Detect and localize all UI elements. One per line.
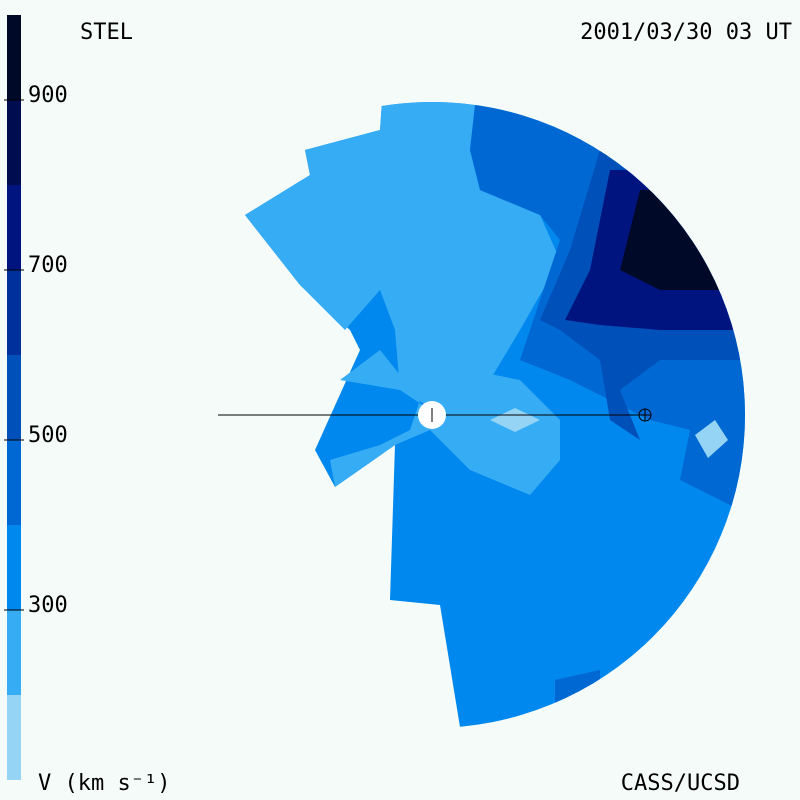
colorbar-band — [7, 695, 21, 780]
colorbar-band — [7, 525, 21, 610]
map-region-lightest — [490, 408, 540, 432]
colorbar-band — [7, 270, 21, 355]
colorbar-tick-label: 900 — [28, 83, 68, 108]
colorbar-band — [7, 100, 21, 185]
colorbar-band — [7, 185, 21, 270]
colorbar: 300 500 700 900 — [4, 15, 68, 780]
footer-left: V (km s⁻¹) — [38, 771, 170, 796]
header-left: STEL — [80, 20, 133, 45]
colorbar-band — [7, 610, 21, 695]
colorbar-tick-label: 300 — [28, 593, 68, 618]
colorbar-tick-label: 700 — [28, 253, 68, 278]
map-region-lightest — [695, 420, 728, 458]
colorbar-band — [7, 15, 21, 100]
colorbar-tick-label: 500 — [28, 423, 68, 448]
colorbar-band — [7, 440, 21, 525]
map-region-light — [245, 102, 560, 410]
map-region-light — [330, 350, 560, 495]
header-right: 2001/03/30 03 UT — [580, 20, 792, 45]
footer-right: CASS/UCSD — [621, 771, 740, 796]
colorbar-band — [7, 355, 21, 440]
